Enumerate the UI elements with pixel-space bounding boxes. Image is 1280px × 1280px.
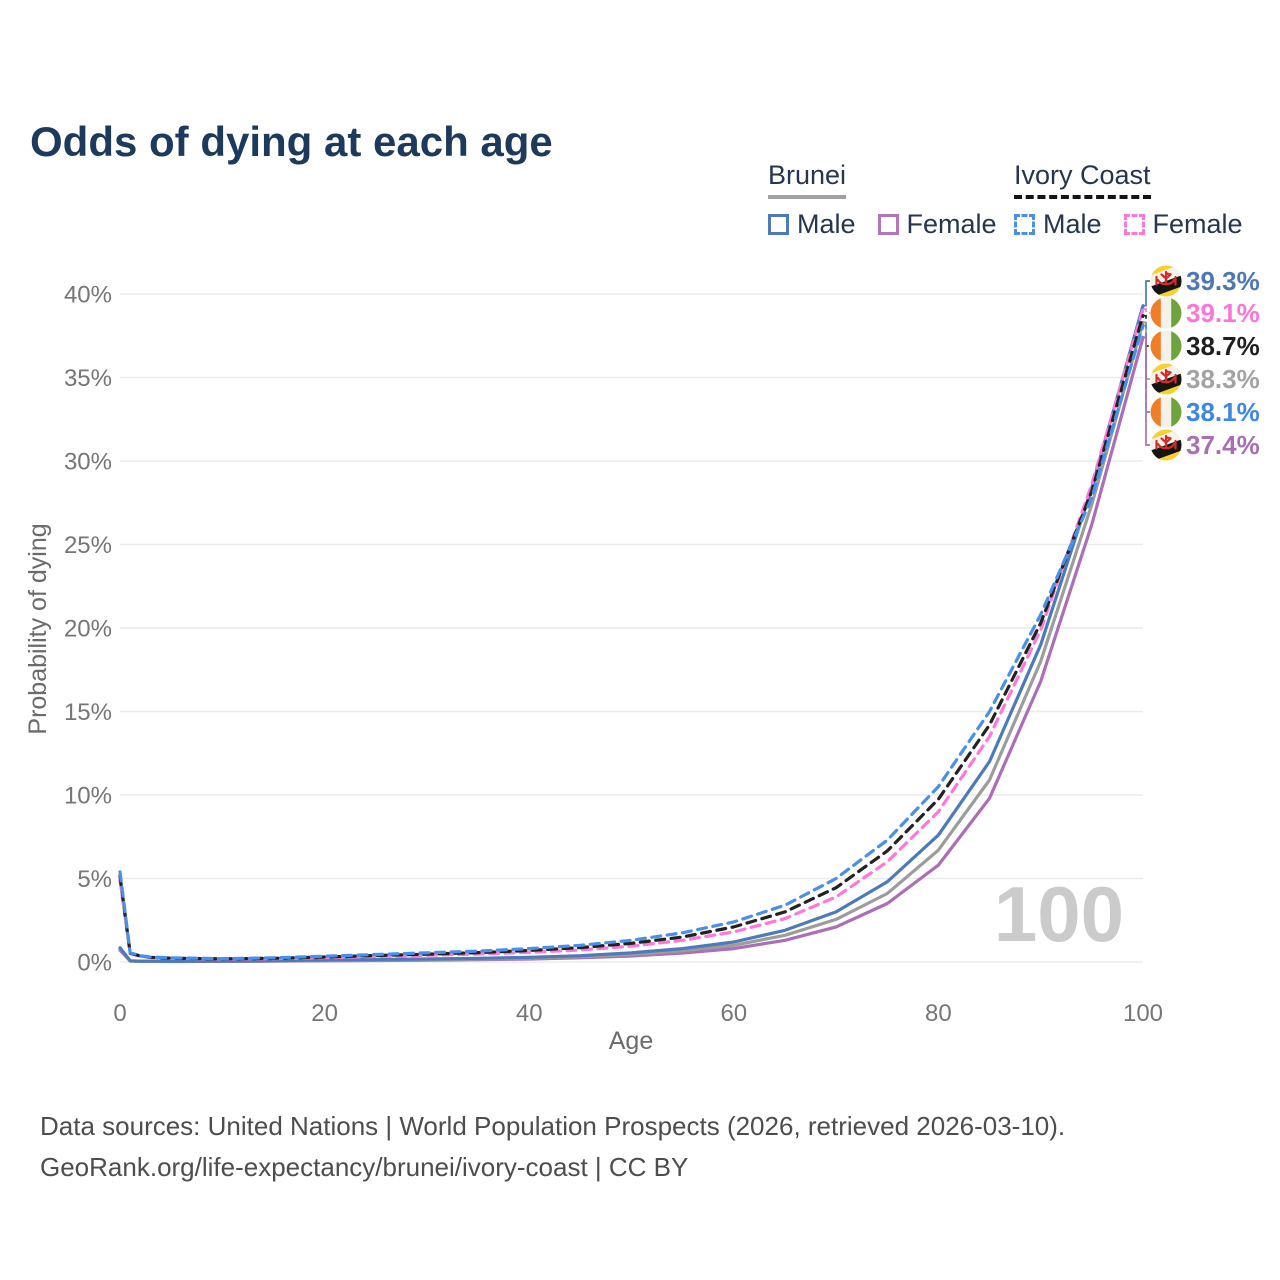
leader-line-ivory-coast-total <box>1143 314 1150 347</box>
legend-item-label: Female <box>906 209 997 239</box>
y-tick-label: 25% <box>64 532 112 559</box>
x-tick-label: 20 <box>311 1000 338 1027</box>
y-tick-label: 5% <box>77 866 112 893</box>
legend-swatch-brunei-female <box>877 214 899 235</box>
hover-age-watermark: 100 <box>994 870 1124 958</box>
license-line: GeoRank.org/life-expectancy/brunei/ivory… <box>40 1152 689 1182</box>
legend-swatch-brunei-male <box>768 214 789 235</box>
brunei-flag-icon <box>1150 363 1182 395</box>
end-value-label-ivory-coast-female: 39.1% <box>1186 298 1260 328</box>
legend-country-brunei[interactable]: Brunei <box>768 160 847 199</box>
chart-title: Odds of dying at each age <box>30 118 553 166</box>
leader-line-brunei-female <box>1143 336 1150 446</box>
legend-country-ivory-coast[interactable]: Ivory Coast <box>1014 160 1151 199</box>
y-tick-label: 0% <box>77 950 112 977</box>
x-axis-title: Age <box>609 1027 653 1055</box>
end-value-label-ivory-coast-total: 38.7% <box>1186 331 1260 361</box>
x-tick-label: 0 <box>113 1000 126 1027</box>
legend-underline-brunei-solid <box>768 195 847 199</box>
leader-line-brunei-male <box>1143 280 1150 307</box>
legend-item-ivory-coast-male[interactable]: Male <box>1014 209 1102 240</box>
y-tick-label: 20% <box>64 616 112 643</box>
legend-group-brunei: Brunei Male Female <box>768 160 1019 240</box>
legend-group-ivory-coast: Ivory Coast Male Female <box>1014 160 1265 240</box>
attribution-footer: Data sources: United Nations | World Pop… <box>40 1106 1065 1188</box>
curve-ivory-coast-male[interactable] <box>118 324 1145 961</box>
leader-line-ivory-coast-female <box>1143 308 1150 314</box>
y-tick-label: 30% <box>64 449 112 476</box>
legend-item-ivory-coast-female[interactable]: Female <box>1123 209 1243 240</box>
legend-country-label: Ivory Coast <box>1014 160 1151 190</box>
ivory-coast-flag-icon <box>1150 396 1182 428</box>
ivory-coast-flag-icon <box>1150 330 1182 362</box>
leader-line-ivory-coast-male <box>1143 324 1150 413</box>
curve-ivory-coast-female[interactable] <box>118 307 1145 961</box>
x-tick-label: 40 <box>516 1000 543 1027</box>
end-value-label-ivory-coast-male: 38.1% <box>1186 397 1260 427</box>
legend-item-label: Male <box>1043 209 1102 239</box>
ivory-coast-flag-icon <box>1150 297 1182 329</box>
y-tick-label: 40% <box>64 282 112 309</box>
curve-brunei-male[interactable] <box>118 304 1145 963</box>
end-value-label-brunei-female: 37.4% <box>1186 430 1260 460</box>
y-tick-label: 35% <box>64 365 112 392</box>
legend-item-brunei-female[interactable]: Female <box>877 209 997 240</box>
curve-brunei-female[interactable] <box>118 335 1145 964</box>
y-axis-title: Probability of dying <box>24 523 52 734</box>
legend-item-label: Male <box>797 209 856 239</box>
legend-item-label: Female <box>1152 209 1243 239</box>
legend-swatch-ivory-coast-male <box>1014 214 1035 235</box>
legend-country-label: Brunei <box>768 160 847 190</box>
end-value-label-brunei-total: 38.3% <box>1186 364 1260 394</box>
x-tick-label: 60 <box>720 1000 747 1027</box>
x-tick-label: 100 <box>1123 1000 1163 1027</box>
curve-ivory-coast-total[interactable] <box>118 314 1145 961</box>
x-tick-label: 80 <box>925 1000 952 1027</box>
legend-swatch-ivory-coast-female <box>1123 214 1145 235</box>
legend-underline-ivory-coast-dashed <box>1014 195 1151 199</box>
end-value-label-brunei-male: 39.3% <box>1186 266 1260 296</box>
brunei-flag-icon <box>1150 429 1182 461</box>
legend-item-brunei-male[interactable]: Male <box>768 209 856 240</box>
y-tick-label: 10% <box>64 783 112 810</box>
curve-brunei-total[interactable] <box>118 320 1145 963</box>
data-source-line: Data sources: United Nations | World Pop… <box>40 1111 1066 1141</box>
y-tick-label: 15% <box>64 699 112 726</box>
brunei-flag-icon <box>1150 265 1182 297</box>
